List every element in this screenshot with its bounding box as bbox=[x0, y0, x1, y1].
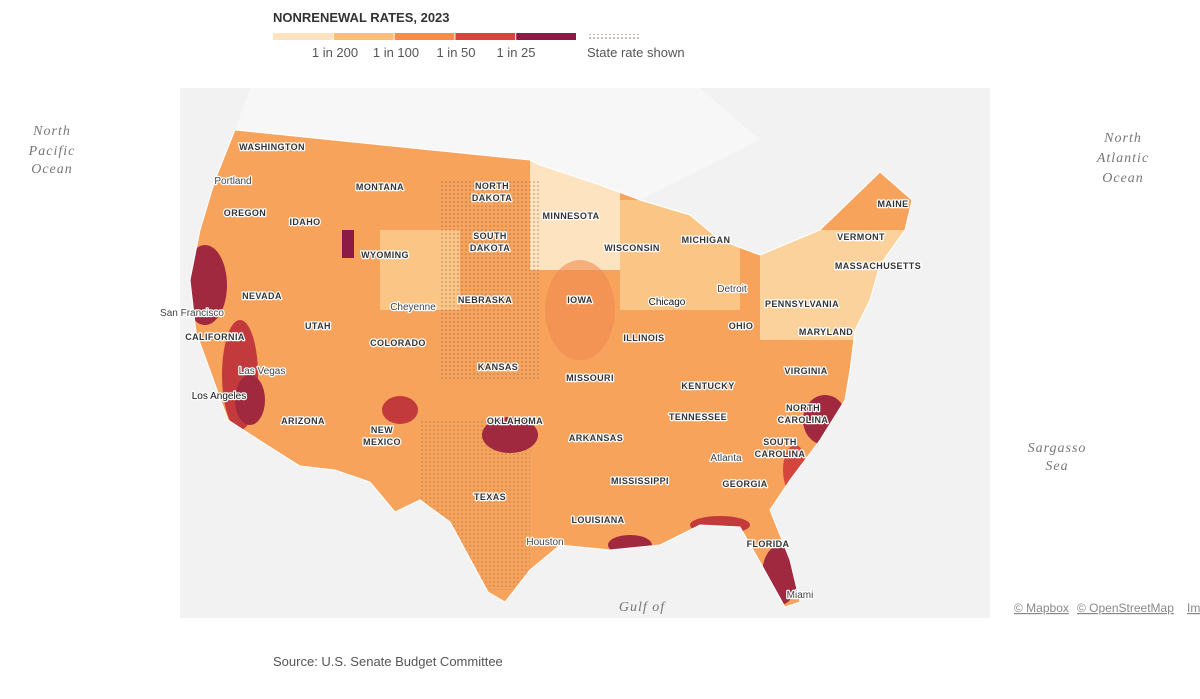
attribution[interactable]: Im bbox=[1187, 601, 1200, 615]
state-label: GEORGIA bbox=[722, 479, 767, 489]
state-label: MAINE bbox=[878, 199, 909, 209]
legend-label: State rate shown bbox=[587, 45, 685, 60]
legend-swatch bbox=[394, 33, 455, 40]
region bbox=[235, 375, 265, 425]
map-regions bbox=[190, 130, 912, 607]
city-label: Chicago bbox=[649, 297, 686, 308]
state-label: UTAH bbox=[305, 321, 331, 331]
region bbox=[545, 260, 615, 360]
state-label: ARKANSAS bbox=[569, 433, 623, 443]
state-label: WASHINGTON bbox=[239, 142, 305, 152]
state-label: VERMONT bbox=[837, 232, 885, 242]
state-labels: WASHINGTON OREGON IDAHO MONTANA WYOMING … bbox=[184, 141, 922, 551]
state-label: MISSOURI bbox=[566, 373, 614, 383]
state-label: NEW MEXICO bbox=[363, 425, 401, 447]
state-label: FLORIDA bbox=[747, 539, 790, 549]
region bbox=[190, 245, 227, 325]
state-label: KANSAS bbox=[478, 362, 518, 372]
state-label: VIRGINIA bbox=[784, 366, 827, 376]
city-label: Las Vegas bbox=[239, 366, 286, 377]
state-label: SOUTH DAKOTA bbox=[470, 231, 510, 253]
state-label: IDAHO bbox=[290, 217, 321, 227]
city-label: Cheyenne bbox=[390, 302, 436, 313]
legend-swatch bbox=[516, 33, 576, 40]
state-label: PENNSYLVANIA bbox=[765, 299, 839, 309]
legend-title: NONRENEWAL RATES, 2023 bbox=[273, 10, 450, 25]
region bbox=[342, 230, 354, 258]
city-label: Atlanta bbox=[710, 453, 742, 464]
water-label: North Pacific Ocean bbox=[28, 124, 76, 177]
state-label: NORTH CAROLINA bbox=[778, 403, 829, 425]
city-label: Portland bbox=[214, 176, 251, 187]
city-label: Houston bbox=[526, 537, 563, 548]
state-label: TENNESSEE bbox=[669, 412, 727, 422]
state-label: WISCONSIN bbox=[604, 243, 660, 253]
attribution[interactable]: © OpenStreetMap bbox=[1077, 601, 1174, 615]
legend-label: 1 in 25 bbox=[496, 45, 535, 60]
state-label: LOUISIANA bbox=[571, 515, 624, 525]
state-label: TEXAS bbox=[474, 492, 506, 502]
legend-swatch bbox=[273, 33, 333, 40]
state-label: WYOMING bbox=[361, 250, 409, 260]
state-label: OREGON bbox=[224, 208, 266, 218]
state-label: ILLINOIS bbox=[623, 333, 664, 343]
state-label: MONTANA bbox=[356, 182, 404, 192]
state-rate-swatch bbox=[587, 34, 641, 40]
state-label: OHIO bbox=[729, 321, 754, 331]
source: Source: U.S. Senate Budget Committee bbox=[273, 654, 503, 669]
state-label: OKLAHOMA bbox=[487, 416, 543, 426]
city-label: Los Angeles bbox=[192, 391, 247, 402]
state-label: NORTH DAKOTA bbox=[472, 181, 512, 203]
city-label: San Francisco bbox=[160, 308, 224, 319]
water-label: Gulf of bbox=[619, 600, 666, 615]
region bbox=[482, 417, 538, 453]
state-label: MARYLAND bbox=[799, 327, 853, 337]
state-label: NEVADA bbox=[242, 291, 282, 301]
state-label: ARIZONA bbox=[281, 416, 325, 426]
legend-swatch bbox=[333, 33, 394, 40]
state-rate bbox=[440, 180, 540, 380]
state-label: MINNESOTA bbox=[543, 211, 600, 221]
state-label: SOUTH CAROLINA bbox=[755, 437, 806, 459]
attribution[interactable]: © Mapbox bbox=[1014, 601, 1069, 615]
city-label: Detroit bbox=[717, 284, 747, 295]
state-label: IOWA bbox=[567, 295, 593, 305]
legend-label: 1 in 50 bbox=[436, 45, 475, 60]
state-label: MASSACHUSETTS bbox=[835, 261, 921, 271]
state-label: COLORADO bbox=[370, 338, 426, 348]
water-label: Sargasso Sea bbox=[1028, 441, 1087, 474]
city-labels: Portland San Francisco Las Vegas Los Ang… bbox=[159, 175, 815, 603]
legend-swatches bbox=[273, 33, 576, 40]
state-label: MISSISSIPPI bbox=[611, 476, 669, 486]
water-label: North Atlantic Ocean bbox=[1096, 131, 1149, 186]
state-label: CALIFORNIA bbox=[185, 332, 245, 342]
city-label: Miami bbox=[787, 590, 814, 601]
state-label: MICHIGAN bbox=[682, 235, 731, 245]
region bbox=[382, 396, 418, 424]
state-label: KENTUCKY bbox=[681, 381, 734, 391]
legend-swatch bbox=[455, 33, 516, 40]
state-label: NEBRASKA bbox=[458, 295, 512, 305]
legend-label: 1 in 200 bbox=[312, 45, 358, 60]
canada bbox=[235, 88, 760, 200]
legend-label: 1 in 100 bbox=[373, 45, 419, 60]
